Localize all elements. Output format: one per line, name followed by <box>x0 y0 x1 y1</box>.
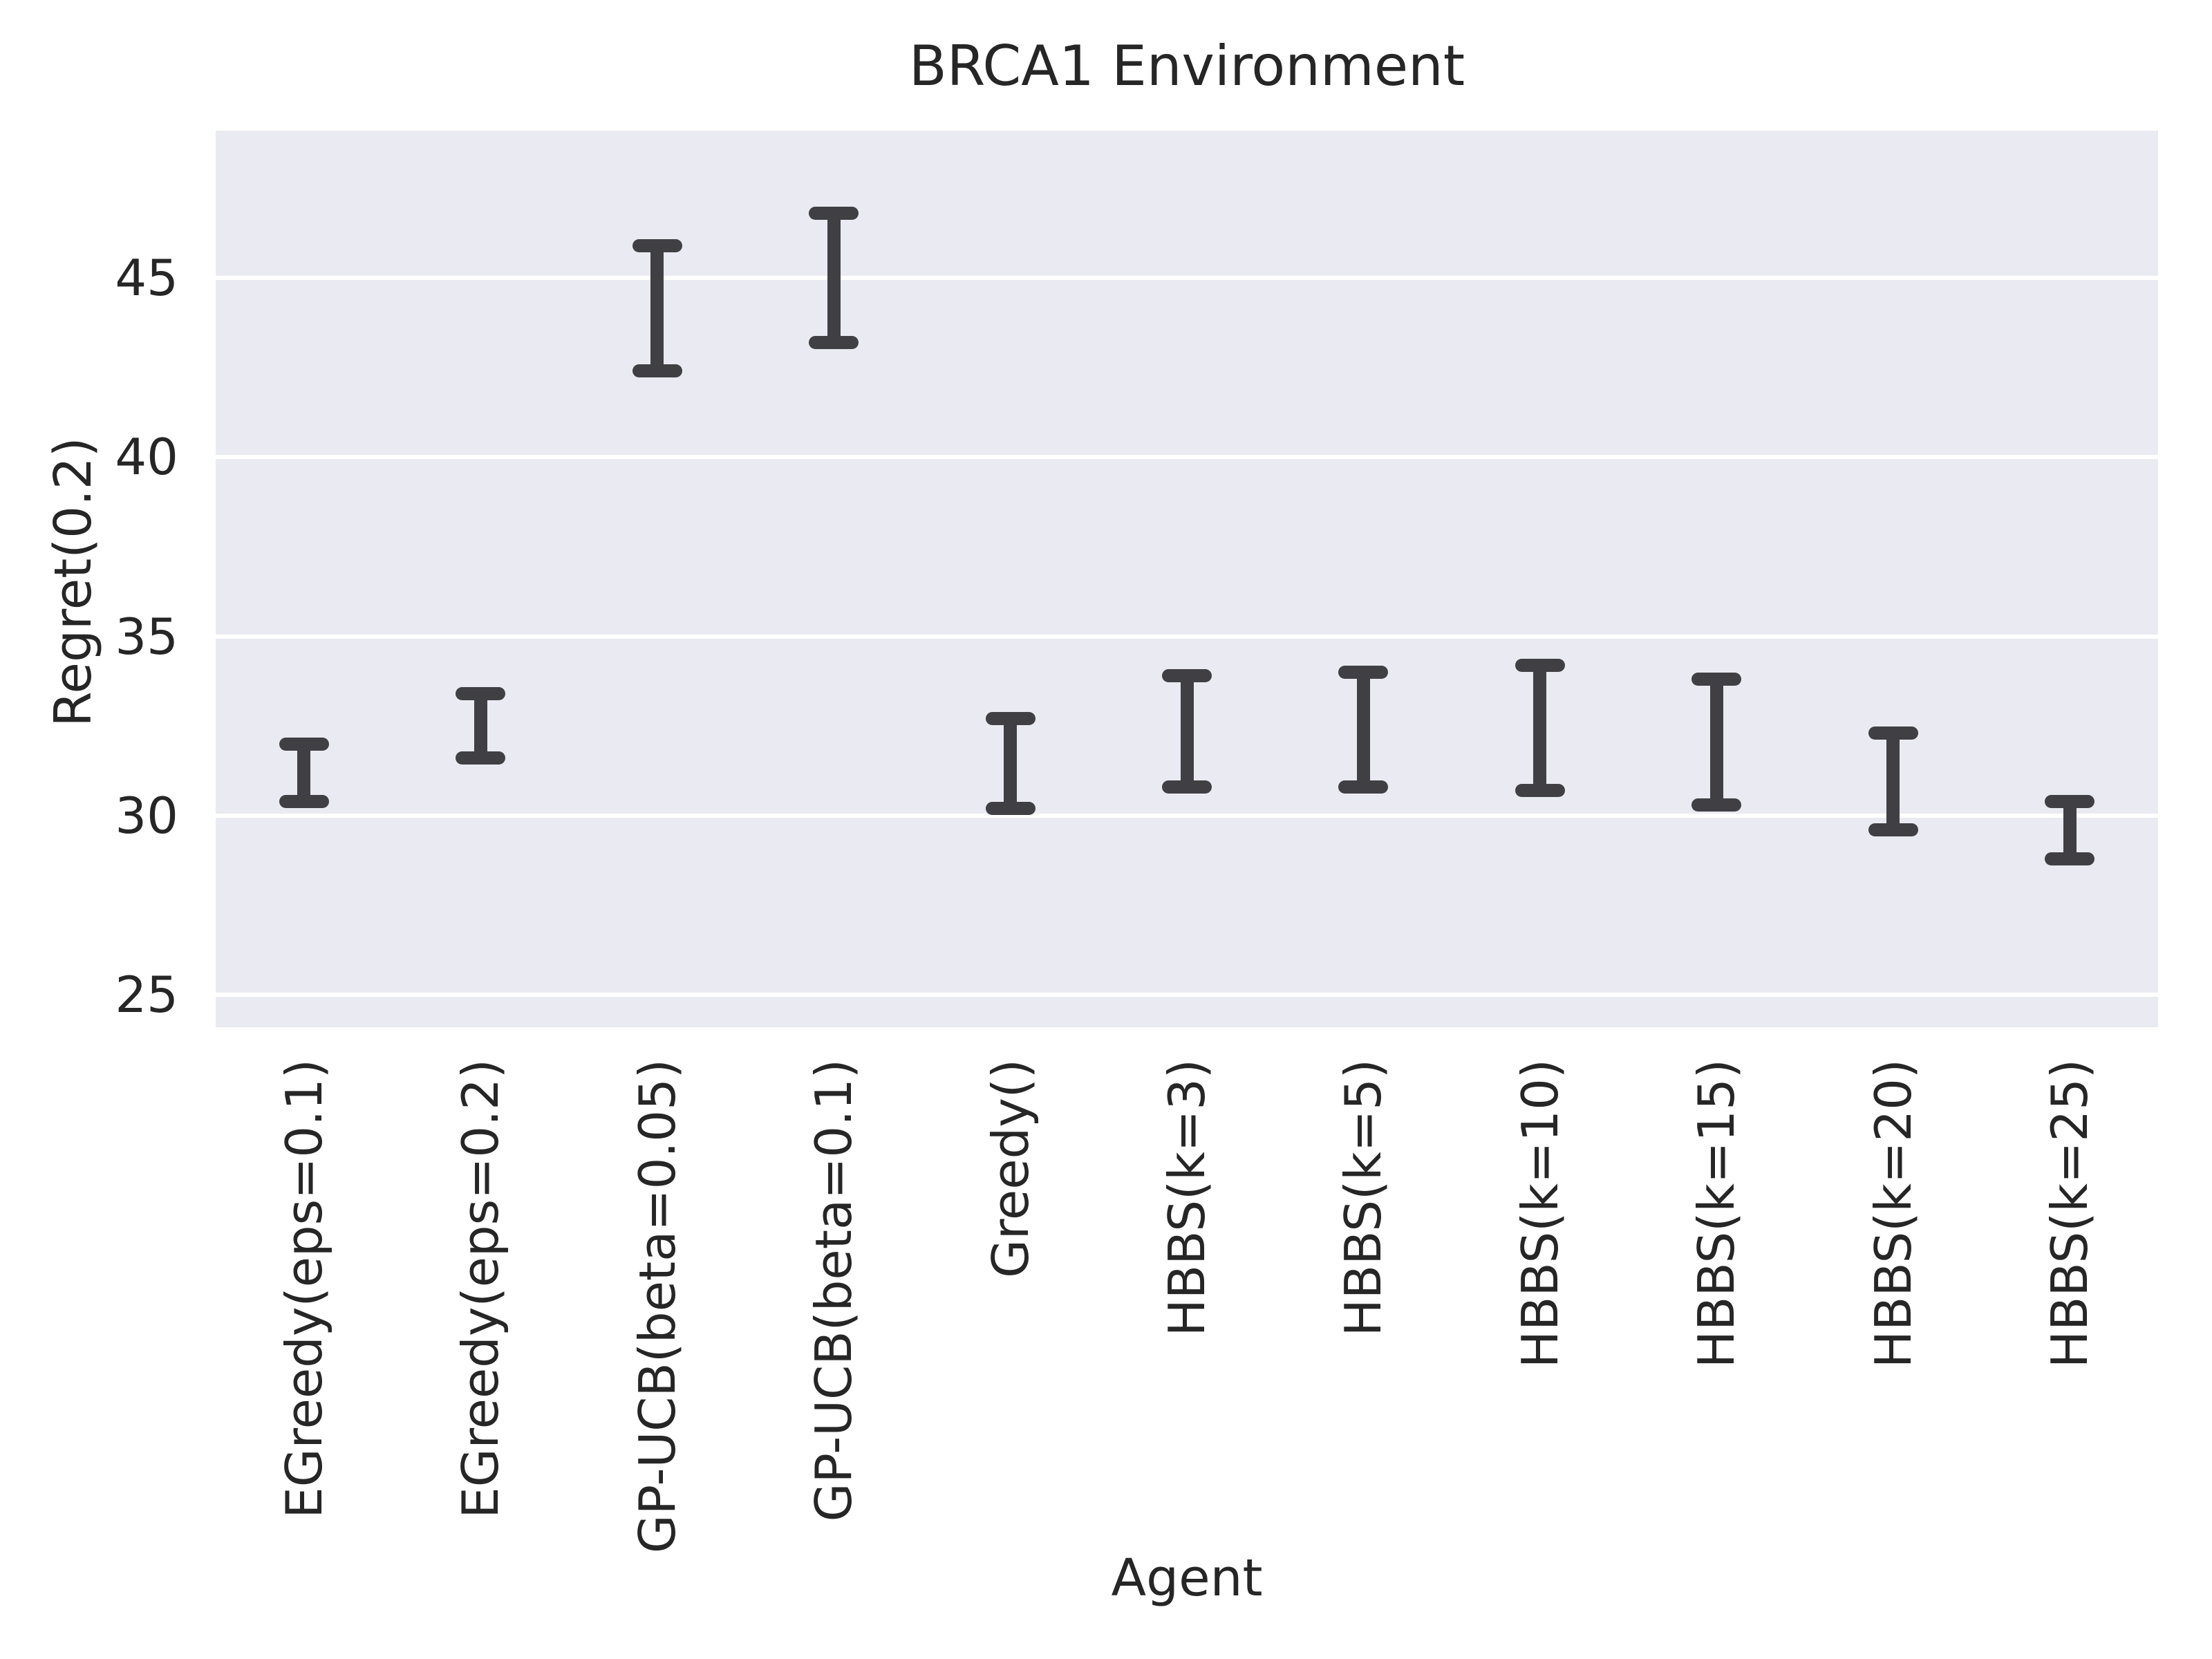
y-tick-label-30: 30 <box>115 786 178 845</box>
plot-area <box>216 131 2158 1027</box>
error-bar-cap-bottom <box>985 802 1035 816</box>
error-bar-cap-bottom <box>2045 852 2095 865</box>
error-bar-line <box>1886 733 1900 830</box>
error-bar-cap-top <box>2045 794 2095 808</box>
error-bar-cap-top <box>279 737 329 751</box>
error-bar-line <box>1180 675 1194 787</box>
gridline-y-25 <box>216 993 2158 997</box>
error-bar-cap-top <box>1515 658 1565 672</box>
error-bar-cap-top <box>1691 673 1742 686</box>
error-bar-line <box>1356 672 1370 787</box>
error-bar-line <box>297 744 311 802</box>
error-bar-cap-top <box>456 687 506 701</box>
chart-title: BRCA1 Environment <box>908 34 1465 98</box>
error-bar-cap-top <box>985 712 1035 726</box>
x-tick-label-HBBS(k=25): HBBS(k=25) <box>2041 1059 2099 1369</box>
y-tick-label-35: 35 <box>115 607 178 666</box>
error-bar-line <box>2063 801 2077 859</box>
x-tick-label-HBBS(k=5): HBBS(k=5) <box>1334 1059 1393 1337</box>
y-tick-label-40: 40 <box>115 428 178 487</box>
x-tick-label-HBBS(k=20): HBBS(k=20) <box>1864 1059 1922 1369</box>
error-bar-line <box>827 213 841 343</box>
error-bar-cap-top <box>1338 665 1389 679</box>
error-bar-cap-bottom <box>809 335 859 349</box>
error-bar-line <box>650 245 664 371</box>
x-tick-label-GP-UCB(beta=0.05): GP-UCB(beta=0.05) <box>628 1059 686 1554</box>
error-bar-cap-bottom <box>1868 823 1918 837</box>
error-bar-cap-bottom <box>1691 798 1742 812</box>
y-tick-label-45: 45 <box>115 248 178 307</box>
error-bar-cap-top <box>1868 727 1918 740</box>
gridline-y-30 <box>216 813 2158 818</box>
x-axis-label: Agent <box>1111 1548 1263 1608</box>
y-axis-label: Regret(0.2) <box>44 437 103 727</box>
gridline-y-35 <box>216 634 2158 639</box>
error-bar-cap-bottom <box>279 794 329 808</box>
x-tick-label-HBBS(k=15): HBBS(k=15) <box>1687 1059 1746 1369</box>
x-tick-label-EGreedy(eps=0.1): EGreedy(eps=0.1) <box>274 1059 333 1519</box>
error-bar-cap-bottom <box>456 751 506 765</box>
error-bar-cap-bottom <box>1338 780 1389 794</box>
x-tick-label-HBBS(k=3): HBBS(k=3) <box>1158 1059 1216 1337</box>
error-bar-line <box>1533 665 1547 791</box>
error-bar-cap-top <box>809 206 859 220</box>
gridline-y-40 <box>216 455 2158 460</box>
error-bar-cap-top <box>1162 669 1212 683</box>
y-tick-label-25: 25 <box>115 966 178 1024</box>
x-tick-label-EGreedy(eps=0.2): EGreedy(eps=0.2) <box>451 1059 510 1519</box>
x-tick-label-GP-UCB(beta=0.1): GP-UCB(beta=0.1) <box>805 1059 863 1522</box>
error-bar-cap-top <box>632 238 682 252</box>
gridline-y-45 <box>216 275 2158 280</box>
x-tick-label-HBBS(k=10): HBBS(k=10) <box>1510 1059 1569 1369</box>
error-bar-line <box>474 693 487 758</box>
error-bar-line <box>1709 679 1723 805</box>
error-bar-cap-bottom <box>1515 784 1565 798</box>
error-bar-cap-bottom <box>1162 780 1212 794</box>
error-bar-line <box>1004 718 1018 809</box>
x-tick-label-Greedy(): Greedy() <box>981 1059 1040 1278</box>
error-bar-cap-bottom <box>632 364 682 378</box>
